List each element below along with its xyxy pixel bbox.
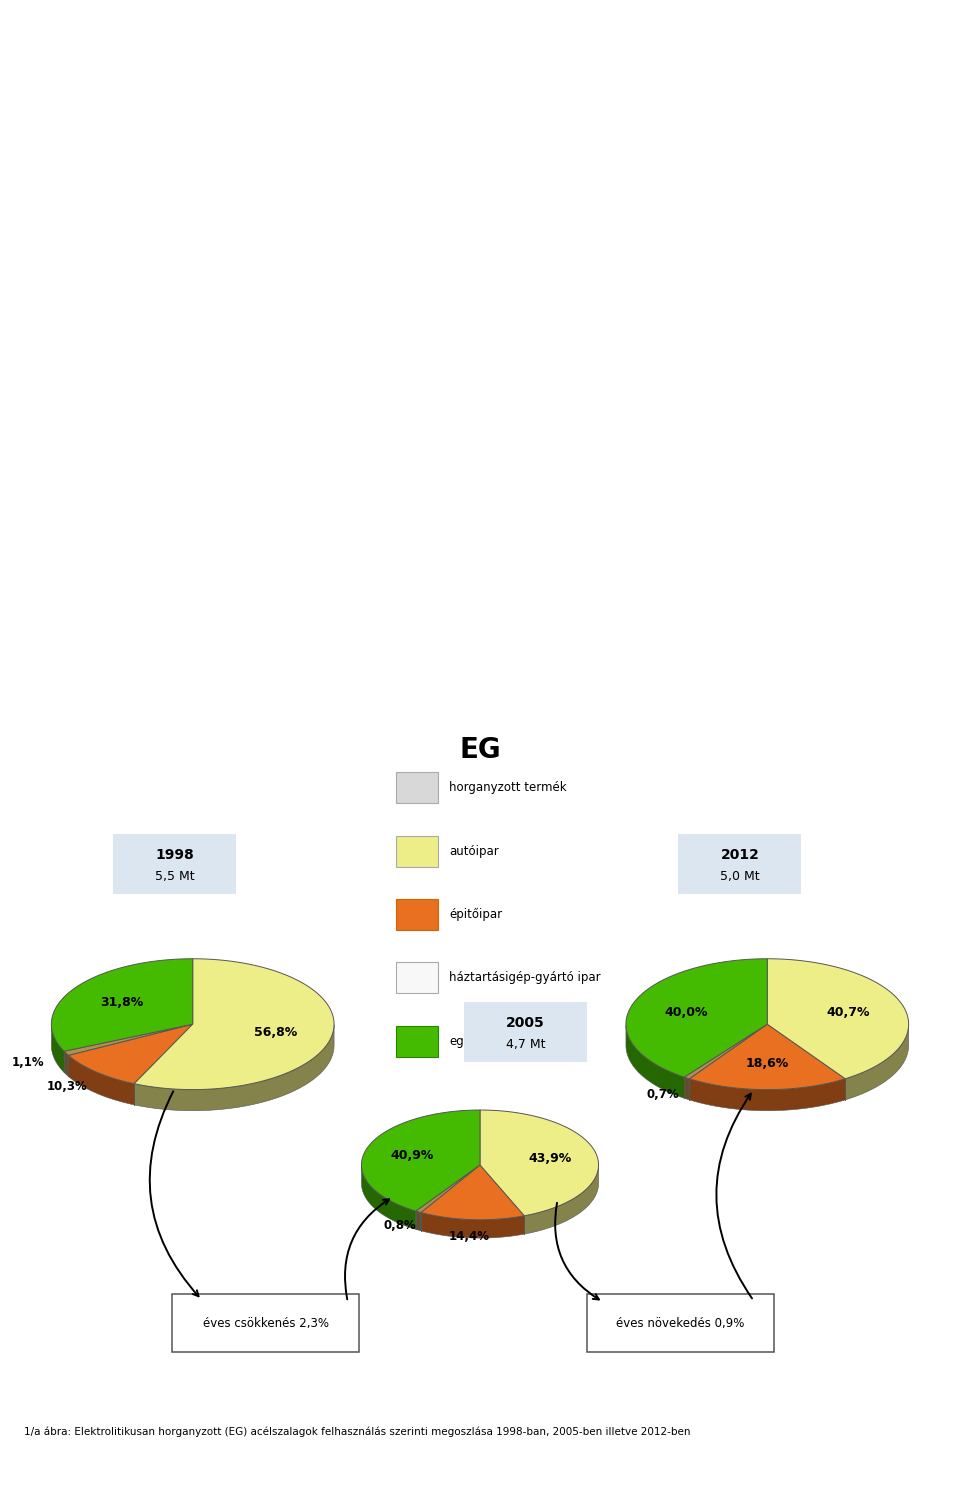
Text: 1/a ábra: Elektrolitikusan horganyzott (EG) acélszalagok felhasználás szerinti m: 1/a ábra: Elektrolitikusan horganyzott (…	[24, 1427, 690, 1437]
Text: 0,7%: 0,7%	[646, 1088, 679, 1100]
Text: 0,8%: 0,8%	[383, 1220, 417, 1232]
Polygon shape	[416, 1165, 480, 1213]
Polygon shape	[134, 958, 334, 1090]
FancyBboxPatch shape	[464, 1001, 588, 1061]
Text: 18,6%: 18,6%	[746, 1057, 789, 1070]
Text: 40,9%: 40,9%	[390, 1150, 433, 1162]
Text: 40,0%: 40,0%	[665, 1006, 708, 1018]
Text: 40,7%: 40,7%	[827, 1006, 871, 1019]
Text: 1,1%: 1,1%	[12, 1055, 44, 1069]
Text: 14,4%: 14,4%	[449, 1229, 490, 1243]
FancyBboxPatch shape	[172, 1295, 359, 1352]
Polygon shape	[362, 1166, 416, 1229]
Text: 2012: 2012	[721, 849, 759, 862]
FancyBboxPatch shape	[113, 834, 236, 894]
FancyBboxPatch shape	[396, 963, 438, 993]
Text: 43,9%: 43,9%	[528, 1153, 571, 1165]
Polygon shape	[420, 1165, 524, 1220]
Polygon shape	[52, 958, 193, 1051]
FancyBboxPatch shape	[588, 1295, 774, 1352]
Polygon shape	[416, 1211, 420, 1231]
Polygon shape	[689, 1079, 845, 1111]
Polygon shape	[362, 1109, 480, 1211]
Text: horganyzott termék: horganyzott termék	[449, 781, 566, 795]
Polygon shape	[68, 1055, 134, 1105]
Text: 56,8%: 56,8%	[254, 1025, 298, 1039]
Polygon shape	[845, 1025, 908, 1100]
Polygon shape	[52, 1025, 64, 1072]
Text: épitőipar: épitőipar	[449, 907, 502, 921]
Text: háztartásigép-gyártó ipar: háztartásigép-gyártó ipar	[449, 972, 601, 984]
Text: autóipar: autóipar	[449, 844, 499, 858]
Text: 2005: 2005	[506, 1016, 545, 1030]
Text: egyéb: egyéb	[449, 1034, 486, 1048]
Text: éves csökkenés 2,3%: éves csökkenés 2,3%	[203, 1317, 328, 1329]
Polygon shape	[689, 1024, 845, 1090]
FancyBboxPatch shape	[396, 1025, 438, 1057]
Polygon shape	[684, 1024, 767, 1079]
FancyBboxPatch shape	[396, 772, 438, 804]
FancyBboxPatch shape	[396, 898, 438, 930]
Polygon shape	[524, 1165, 598, 1234]
Polygon shape	[626, 1025, 684, 1099]
Polygon shape	[684, 1078, 689, 1100]
FancyBboxPatch shape	[396, 835, 438, 867]
Text: 4,7 Mt: 4,7 Mt	[506, 1037, 545, 1051]
Text: EG: EG	[459, 735, 501, 763]
Polygon shape	[480, 1109, 598, 1216]
Text: 5,0 Mt: 5,0 Mt	[720, 870, 759, 883]
Text: 31,8%: 31,8%	[100, 997, 143, 1009]
Text: 10,3%: 10,3%	[47, 1079, 87, 1093]
Polygon shape	[64, 1051, 68, 1076]
Text: éves növekedés 0,9%: éves növekedés 0,9%	[616, 1317, 745, 1329]
Polygon shape	[767, 958, 908, 1079]
Text: 1998: 1998	[156, 849, 194, 862]
Polygon shape	[68, 1024, 193, 1084]
Polygon shape	[420, 1213, 524, 1238]
Text: 5,5 Mt: 5,5 Mt	[155, 870, 194, 883]
Polygon shape	[64, 1024, 193, 1055]
Polygon shape	[134, 1025, 334, 1111]
FancyBboxPatch shape	[679, 834, 802, 894]
Polygon shape	[626, 958, 767, 1078]
